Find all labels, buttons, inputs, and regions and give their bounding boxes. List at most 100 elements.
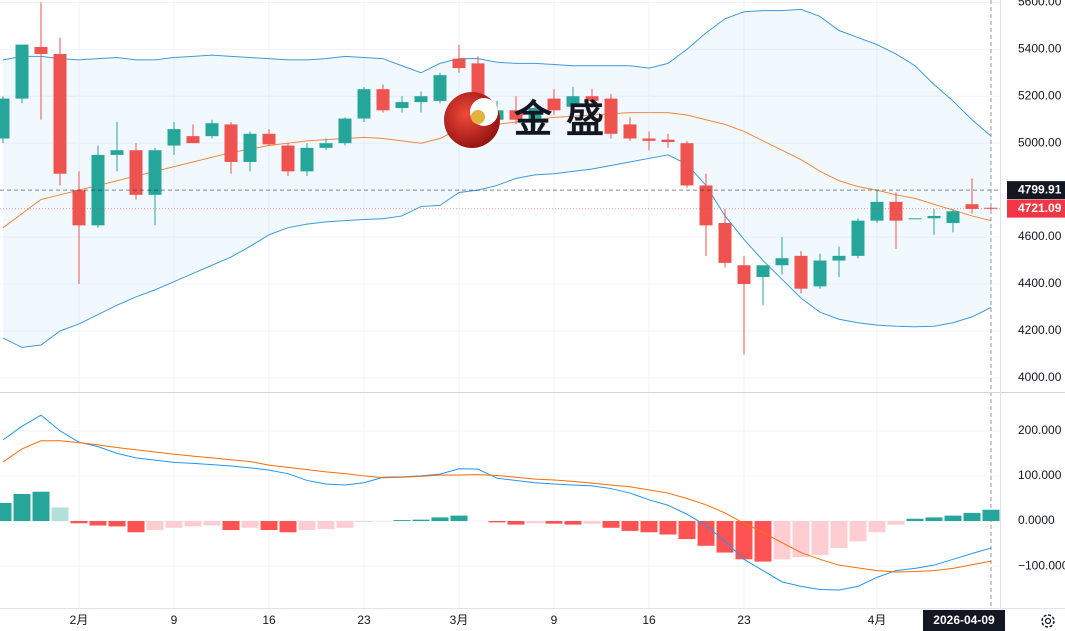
candle-body [452,58,466,69]
histogram-bar [507,521,525,525]
histogram-bar [488,521,506,523]
candle-body [167,129,181,146]
histogram-bar [868,521,886,533]
x-tick-label: 16 [262,613,276,627]
y-tick-label: 100.000 [1018,468,1062,482]
histogram-bar [51,507,69,522]
histogram-bar [811,521,829,555]
histogram-bar [583,521,601,524]
crosshair-label-box [923,610,1005,631]
histogram-bar [887,521,905,525]
histogram-bar [317,521,335,530]
histogram-bar [754,521,772,562]
candle-body [813,260,827,287]
y-tick-label: 5400.00 [1018,41,1062,55]
candle-body [718,222,732,263]
x-tick-label: 4月 [868,613,887,627]
candle-body [414,96,428,103]
plot [0,0,1000,608]
candle-body [186,136,200,144]
watermark: 金盛 [513,98,618,141]
histogram-bar [678,521,696,540]
histogram-bar [830,521,848,549]
histogram-bar [735,521,753,560]
y-tick-label: 4600.00 [1018,229,1062,243]
histogram-bar [146,521,164,531]
candle-body [585,96,599,101]
candle-body [547,98,561,111]
candle-body [642,138,656,141]
price-label-box [1007,181,1065,200]
histogram-bar [659,521,677,535]
histogram-bar [279,521,297,533]
candle-body [300,147,314,172]
candle-body [243,133,257,162]
x-tick-label: 2月 [70,613,89,627]
histogram-bar [127,521,145,533]
axes: 2月 9 16 23 3月 9 16 23 4月 5600.00 5400.00 5200.00 500… [70,0,1065,631]
candle-body [623,124,637,139]
candle-body [72,190,86,226]
candle-body [338,118,352,144]
histogram-bar [336,521,354,528]
candle-body [129,150,143,195]
candle-body [528,107,542,120]
candle-body [53,53,67,174]
band-fill [3,9,991,348]
candle-body [34,46,48,54]
y-tick-label: 4200.00 [1018,323,1062,337]
candle-body [851,220,865,256]
logo-ball [471,110,485,124]
histogram-bar [184,521,202,527]
histogram-bar [526,521,544,524]
histogram-bar [89,521,107,526]
histogram-bar [203,521,221,526]
candle-body [870,201,884,221]
candle-body [0,98,10,139]
band-upper [2,8,992,137]
y-tick-label: 5600.00 [1018,0,1062,9]
gear-inner [1044,617,1052,625]
candle-body [319,143,333,148]
x-tick-label: 16 [642,613,656,627]
histogram-bar [697,521,715,546]
x-tick-label: 9 [171,613,178,627]
histogram-bar [640,521,658,533]
histogram-bar [355,521,373,522]
x-tick-label: 23 [357,613,371,627]
candle-body [262,133,276,145]
histogram-bar [773,521,791,560]
y-tick-label: 4400.00 [1018,276,1062,290]
y-tick-label: 200.000 [1018,423,1062,437]
histogram-bar [849,521,867,542]
histogram-bar [13,493,31,522]
candle-body [205,123,219,137]
candle-body [566,96,580,107]
candle-body [908,218,922,220]
candle-body [889,201,903,221]
y-tick-label: 5000.00 [1018,135,1062,149]
gear-outer [1041,614,1055,628]
histogram-bar [982,509,1000,522]
histogram-bar [450,515,468,522]
histogram-bar [792,521,810,558]
candle-body [148,150,162,195]
candle-body [395,102,409,108]
histogram-bar [393,520,411,522]
candle-body [699,185,713,226]
settings-icon[interactable] [1041,614,1055,628]
candle-body [680,143,694,186]
histogram-bar [602,521,620,528]
candle-body [965,204,979,209]
histogram-bar [32,491,50,522]
histogram-bar [963,512,981,522]
candle-body [832,255,846,261]
histogram-bar [412,519,430,522]
histogram-bar [108,521,126,527]
logo: 金盛 [444,92,618,148]
crosshair-label: 2026-04-09 [933,613,995,627]
y-tick-label: 5200.00 [1018,88,1062,102]
price-label: 4799.91 [1018,182,1062,196]
candle-body [433,75,447,101]
